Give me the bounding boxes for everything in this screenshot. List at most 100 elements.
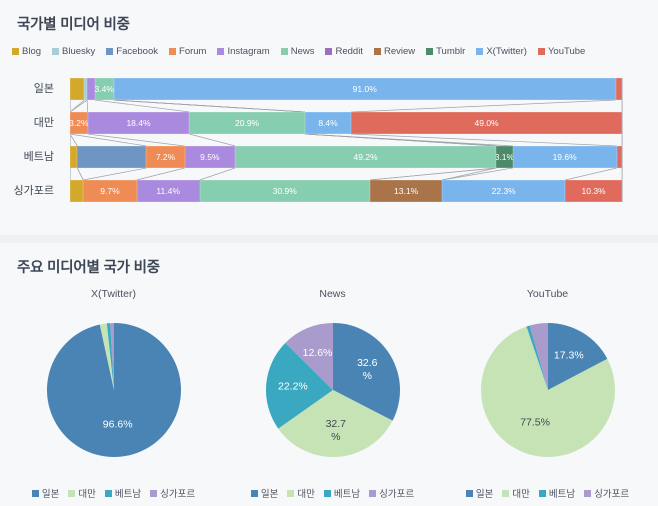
legend-label: X(Twitter): [486, 46, 527, 57]
pie-legend-item[interactable]: 싱가포르: [584, 486, 629, 500]
bar-segment[interactable]: 18.4%: [87, 112, 190, 134]
ribbon-line: [351, 133, 617, 147]
bar-segment[interactable]: [615, 78, 622, 100]
pie-legend-label: 일본: [475, 489, 494, 500]
pie-slice[interactable]: [529, 323, 548, 390]
pie-legend-item[interactable]: 대만: [287, 486, 315, 500]
legend-swatch-icon: [68, 489, 76, 497]
bar-segment[interactable]: 30.9%: [199, 180, 370, 202]
pie-svg: 17.3% 77.5%: [480, 323, 615, 457]
ribbon-line: [69, 99, 88, 113]
bar-segment[interactable]: 3.2%: [70, 112, 88, 134]
bar-category-label: 베트남: [23, 151, 54, 163]
bar-segment[interactable]: 22.3%: [442, 180, 566, 202]
pie-slice-label: 96.6%: [102, 418, 132, 430]
pie-slice[interactable]: [46, 323, 181, 457]
legend-swatch-icon: [373, 48, 381, 55]
pie-legend-item[interactable]: 일본: [31, 486, 59, 500]
bar-segment-value: 20.9%: [235, 118, 260, 128]
ribbon-line: [69, 133, 147, 147]
pie-title: X(Twitter): [91, 288, 136, 300]
pie-slice[interactable]: [106, 323, 114, 390]
ribbon-line: [304, 133, 497, 147]
bar-segment[interactable]: 3.1%: [496, 146, 513, 168]
page-title: 국가별 미디어 비중: [17, 17, 130, 33]
bar-segment[interactable]: [70, 180, 84, 202]
bar-segment[interactable]: 19.6%: [512, 146, 617, 168]
ribbon-line: [369, 167, 497, 181]
ribbon-line: [351, 99, 616, 113]
legend-swatch-icon: [502, 489, 510, 497]
legend-label: Blog: [22, 46, 42, 57]
pie-legend-item[interactable]: 베트남: [323, 486, 361, 500]
legend-item-instagram[interactable]: Instagram: [217, 46, 270, 57]
ribbon-line: [113, 99, 305, 113]
ribbon-line: [69, 99, 85, 113]
legend-item-youtube[interactable]: YouTube: [537, 46, 586, 57]
bar-category-label: 싱가포르: [13, 185, 54, 197]
legend-item-news[interactable]: News: [280, 46, 315, 57]
legend-item-bluesky[interactable]: Bluesky: [52, 46, 95, 57]
bar-segment[interactable]: [616, 146, 622, 168]
pie-slice[interactable]: [480, 326, 615, 457]
pie-legend-label: 베트남: [333, 489, 361, 500]
pie-svg: 32.6 % 32.7 % 22.2% 12.6%: [265, 323, 400, 458]
ribbon-line: [304, 133, 513, 147]
legend-item-review[interactable]: Review: [373, 46, 416, 57]
pie-slice[interactable]: [284, 323, 333, 390]
legend-item-facebook[interactable]: Facebook: [106, 46, 158, 57]
pie-slice[interactable]: [265, 342, 333, 429]
bar-segment[interactable]: 3.4%: [94, 78, 114, 100]
bar-segment[interactable]: [87, 78, 95, 100]
legend-swatch-icon: [250, 489, 258, 497]
ribbon-line: [304, 133, 497, 147]
legend-swatch-icon: [476, 48, 484, 55]
bar-segment[interactable]: 49.0%: [351, 112, 622, 134]
pie-legend-item[interactable]: 베트남: [538, 486, 575, 500]
pie-slice[interactable]: [277, 390, 393, 458]
pie-legend-item[interactable]: 일본: [465, 486, 494, 500]
bar-segment[interactable]: [84, 78, 88, 100]
bar-segment[interactable]: 9.7%: [83, 180, 137, 202]
legend-swatch-icon: [280, 48, 288, 55]
media-legend: Blog Bluesky Facebook Forum Instagram News Red…: [12, 46, 585, 57]
bar-segment[interactable]: 10.3%: [565, 180, 622, 202]
legend-item-xtwitter[interactable]: X(Twitter): [476, 46, 527, 57]
legend-label: Review: [383, 46, 416, 57]
pie-legend-item[interactable]: 싱가포르: [369, 486, 414, 500]
bar-segment[interactable]: 49.2%: [235, 146, 497, 168]
pie-slice[interactable]: [109, 323, 114, 390]
ribbon-line: [69, 133, 78, 147]
bar-segment[interactable]: 20.9%: [189, 112, 305, 134]
bar-segment[interactable]: [70, 78, 85, 100]
legend-item-reddit[interactable]: Reddit: [325, 46, 363, 57]
legend-item-tumblr[interactable]: Tumblr: [426, 46, 465, 57]
legend-item-blog[interactable]: Blog: [12, 46, 41, 57]
pie-legend-item[interactable]: 대만: [68, 486, 96, 500]
bar-segment[interactable]: [70, 146, 78, 168]
bar-segment[interactable]: 11.4%: [136, 180, 200, 202]
pie-slice[interactable]: [332, 323, 400, 421]
legend-swatch-icon: [104, 489, 112, 497]
legend-swatch-icon: [323, 489, 331, 497]
legend-label: YouTube: [547, 46, 586, 57]
pie-legend-item[interactable]: 싱가포르: [150, 486, 195, 500]
pie-slice[interactable]: [547, 323, 607, 390]
bar-segment[interactable]: 8.4%: [304, 112, 352, 134]
ribbon-line: [69, 133, 78, 147]
bar-segment[interactable]: 13.1%: [369, 180, 443, 202]
pie-legend-item[interactable]: 일본: [250, 486, 278, 500]
pie-slice[interactable]: [526, 325, 548, 390]
bar-segment[interactable]: 7.2%: [146, 146, 185, 168]
bar-segment[interactable]: 9.5%: [184, 146, 236, 168]
pie-legend-item[interactable]: 베트남: [104, 486, 141, 500]
pie-slice-label: 32.6%: [357, 357, 378, 382]
pie-legend-item[interactable]: 대만: [502, 486, 530, 500]
legend-item-forum[interactable]: Forum: [169, 46, 206, 57]
bar-segment[interactable]: 91.0%: [113, 78, 616, 100]
pie-slice[interactable]: [99, 323, 114, 390]
legend-label: News: [290, 46, 315, 57]
bar-segment[interactable]: [77, 146, 147, 168]
pie-svg: 96.6%: [46, 323, 181, 457]
